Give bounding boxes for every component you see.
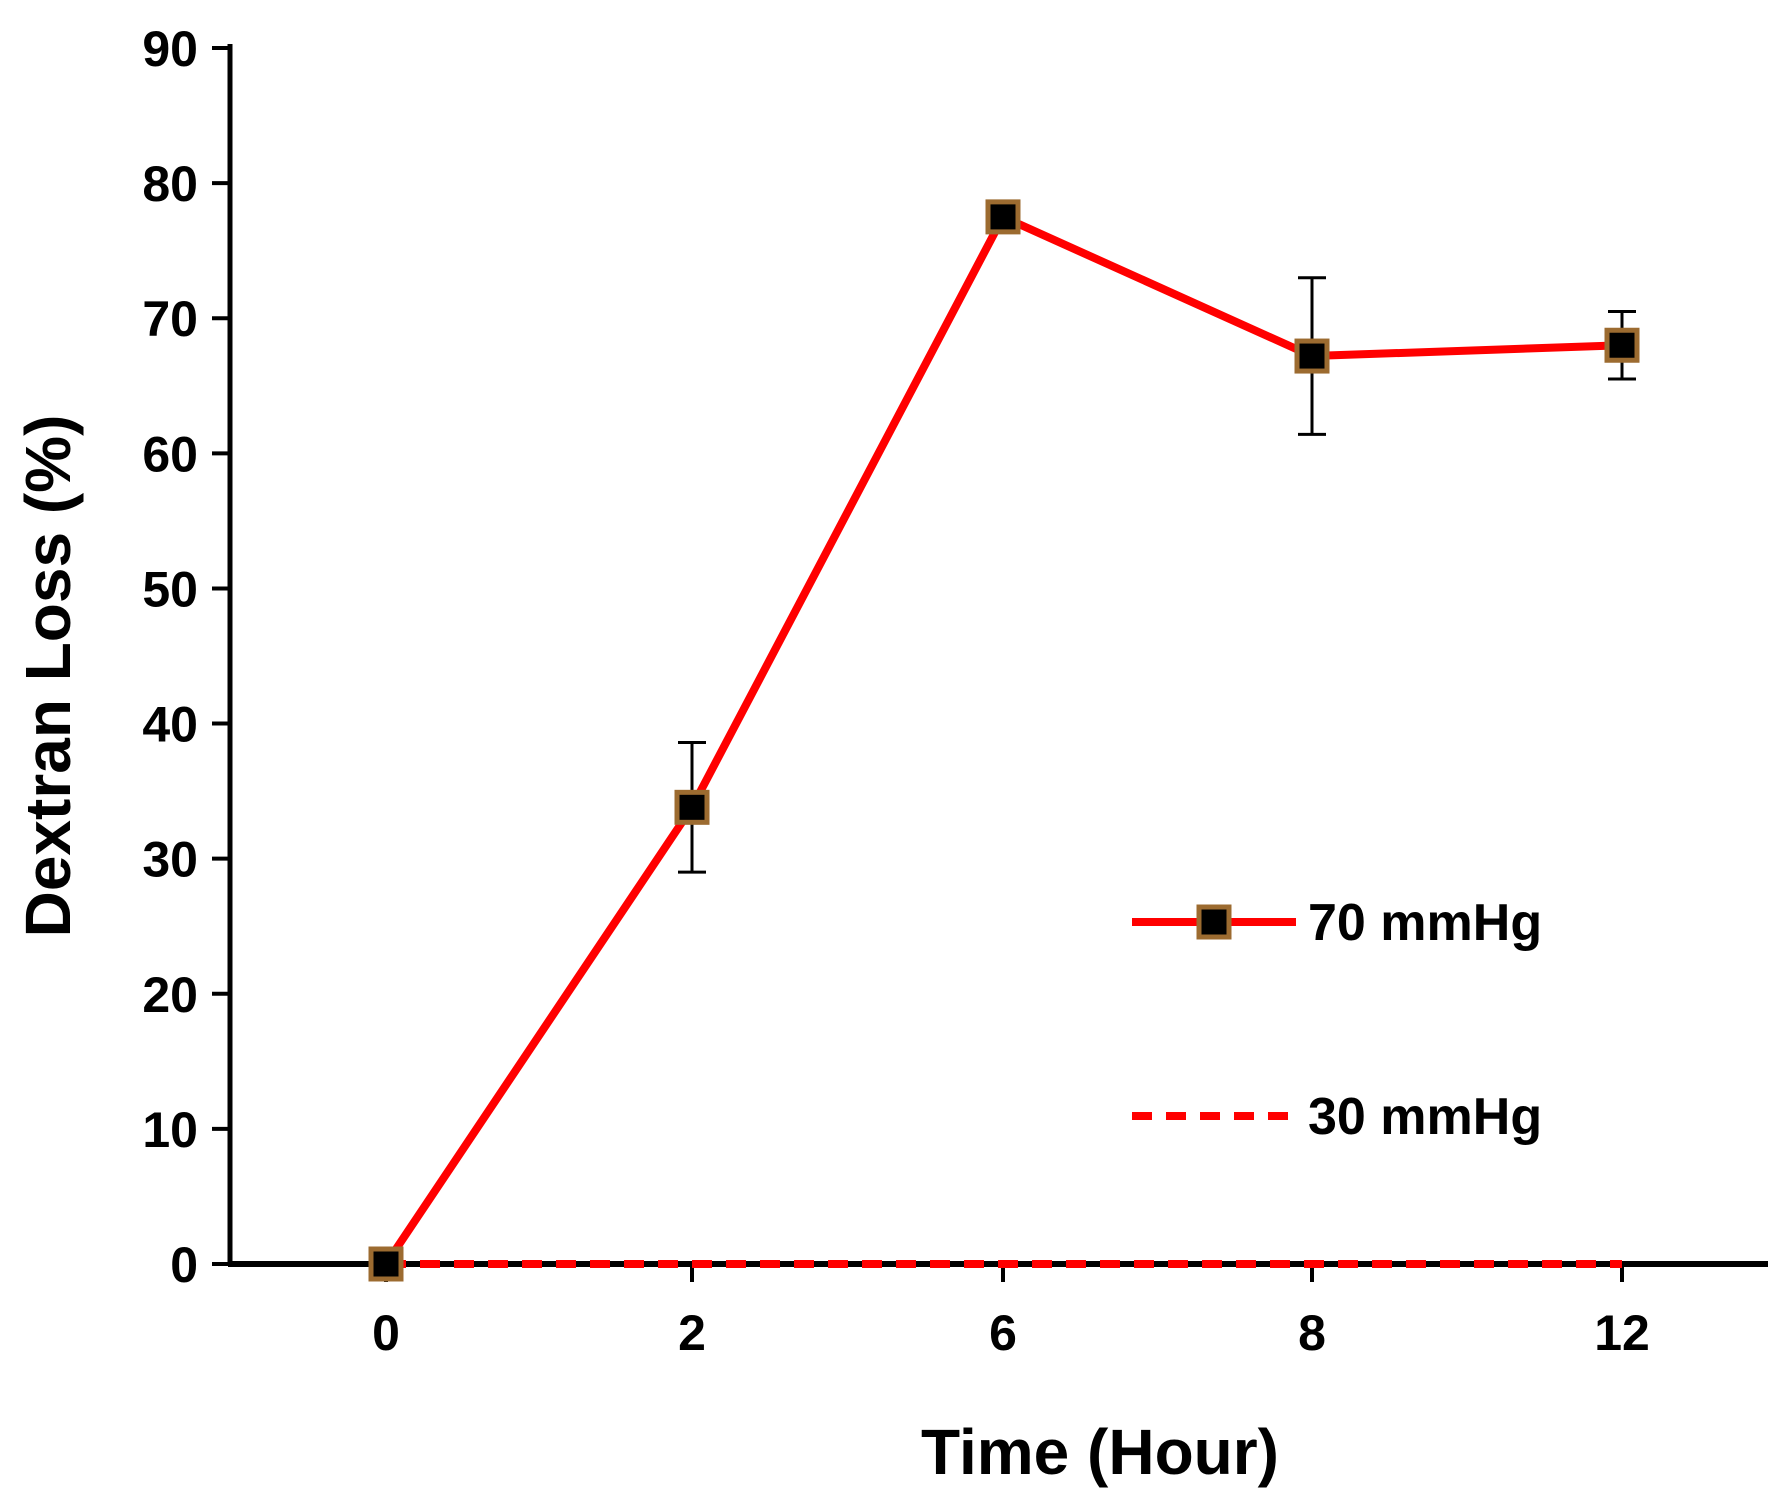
legend-label-30-mmhg: 30 mmHg bbox=[1308, 1088, 1542, 1146]
x-tick-label: 8 bbox=[1298, 1305, 1326, 1361]
data-point-marker bbox=[1604, 327, 1640, 363]
legend: 70 mmHg 30 mmHg bbox=[1132, 894, 1542, 1146]
y-axis-title: Dextran Loss (%) bbox=[12, 415, 84, 938]
y-tick-label: 50 bbox=[142, 561, 198, 617]
y-tick-label: 90 bbox=[142, 21, 198, 77]
y-tick-label: 30 bbox=[142, 832, 198, 888]
x-tick-label: 12 bbox=[1594, 1305, 1650, 1361]
x-axis-title: Time (Hour) bbox=[921, 1416, 1279, 1488]
x-tick-label: 0 bbox=[372, 1305, 400, 1361]
data-point-marker bbox=[368, 1246, 404, 1282]
series-70-mmhg bbox=[368, 199, 1640, 1282]
legend-label-70-mmhg: 70 mmHg bbox=[1308, 894, 1542, 952]
x-tick-label: 2 bbox=[678, 1305, 706, 1361]
data-point-marker bbox=[674, 789, 710, 825]
x-tick-label: 6 bbox=[989, 1305, 1017, 1361]
data-point-marker bbox=[985, 199, 1021, 235]
data-point-marker bbox=[1294, 338, 1330, 374]
x-ticks: 0 2 6 8 12 bbox=[372, 1264, 1650, 1361]
legend-marker-70-mmhg bbox=[1196, 904, 1232, 940]
y-tick-label: 20 bbox=[142, 967, 198, 1023]
series-layer bbox=[368, 199, 1640, 1282]
y-ticks: 0 10 20 30 40 50 60 70 80 90 bbox=[142, 21, 230, 1293]
y-tick-label: 60 bbox=[142, 426, 198, 482]
y-tick-label: 10 bbox=[142, 1102, 198, 1158]
y-tick-label: 80 bbox=[142, 156, 198, 212]
y-tick-label: 40 bbox=[142, 697, 198, 753]
y-tick-label: 0 bbox=[170, 1237, 198, 1293]
y-tick-label: 70 bbox=[142, 291, 198, 347]
